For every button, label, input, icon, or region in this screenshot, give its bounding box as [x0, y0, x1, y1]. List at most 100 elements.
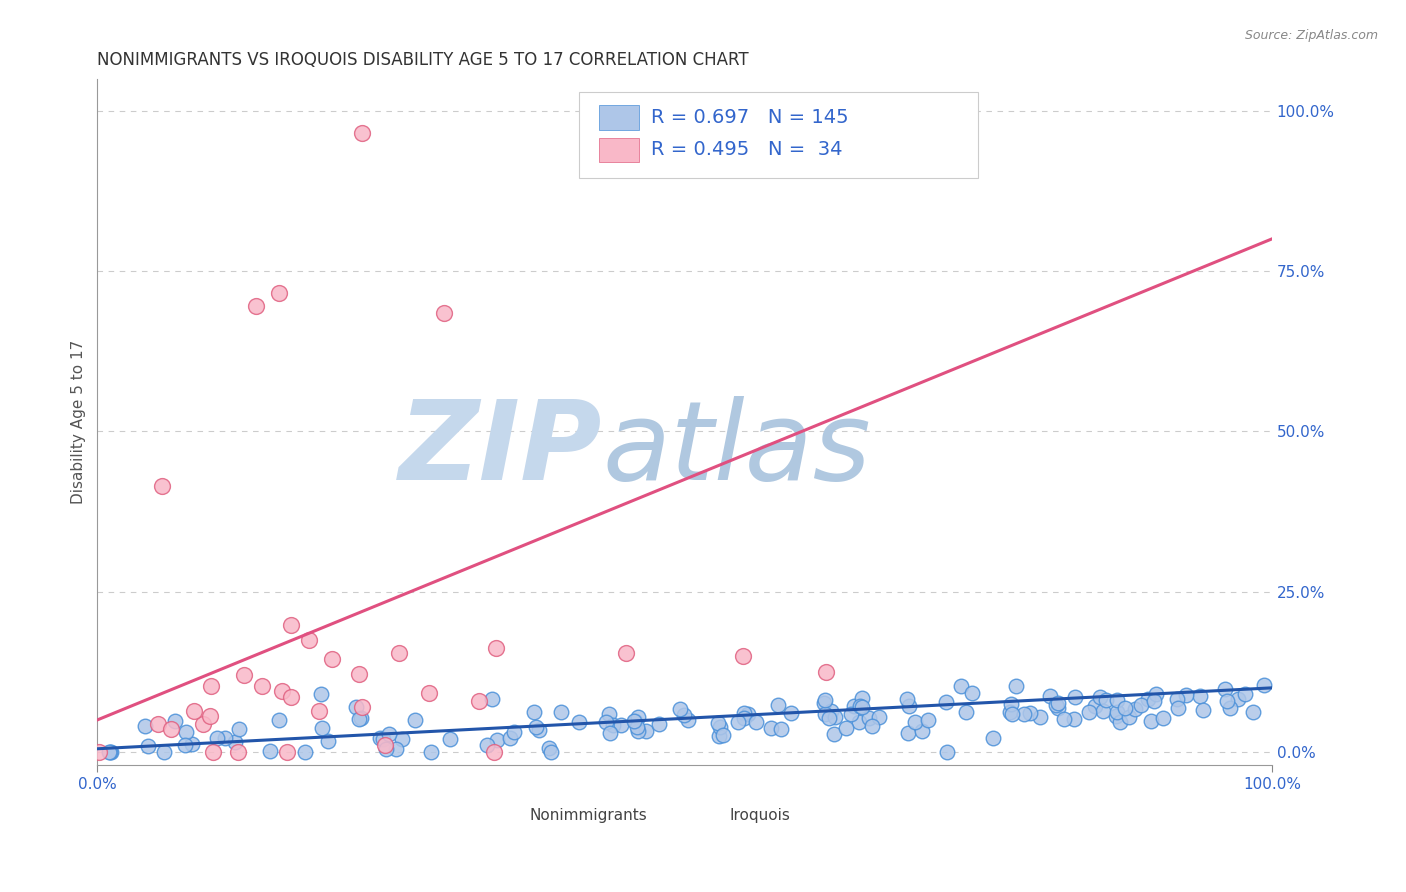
Point [1063, 712, 1085, 726]
Point [485, 733, 508, 747]
Text: R = 0.495   N =  34: R = 0.495 N = 34 [651, 140, 842, 160]
Point [181, 738, 204, 752]
Point [205, 731, 228, 745]
Point [711, 728, 734, 742]
Point [524, 720, 547, 734]
Text: Nonimmigrants: Nonimmigrants [530, 808, 647, 823]
Point [599, 725, 621, 739]
Point [1018, 706, 1040, 720]
Point [321, 652, 343, 666]
Point [1105, 705, 1128, 719]
Point [820, 704, 842, 718]
Point [98, 745, 121, 759]
Point [1167, 701, 1189, 715]
Text: NONIMMIGRANTS VS IROQUOIS DISABILITY AGE 5 TO 17 CORRELATION CHART: NONIMMIGRANTS VS IROQUOIS DISABILITY AGE… [97, 51, 749, 69]
Point [498, 731, 520, 745]
Point [1005, 679, 1028, 693]
Point [1108, 715, 1130, 730]
Point [200, 679, 222, 693]
Y-axis label: Disability Age 5 to 17: Disability Age 5 to 17 [72, 340, 86, 504]
Point [824, 710, 846, 724]
Point [201, 745, 224, 759]
Point [163, 714, 186, 728]
Point [224, 735, 246, 749]
Point [707, 715, 730, 730]
Point [146, 717, 169, 731]
Point [391, 731, 413, 746]
Point [668, 702, 690, 716]
Point [1000, 697, 1022, 711]
Point [368, 731, 391, 746]
Point [626, 719, 648, 733]
Point [350, 711, 373, 725]
Point [378, 727, 401, 741]
Point [627, 723, 650, 738]
Point [935, 695, 957, 709]
Point [419, 745, 441, 759]
Point [503, 725, 526, 739]
Point [623, 714, 645, 728]
Point [1215, 682, 1237, 697]
Point [1029, 710, 1052, 724]
Point [482, 745, 505, 759]
Point [174, 724, 197, 739]
Point [1143, 694, 1166, 708]
Point [595, 714, 617, 729]
Point [766, 698, 789, 712]
Point [537, 740, 560, 755]
Point [388, 647, 411, 661]
Point [404, 714, 426, 728]
Text: ZIP: ZIP [399, 396, 602, 502]
Point [844, 698, 866, 713]
Point [309, 687, 332, 701]
Point [737, 706, 759, 721]
Point [1088, 690, 1111, 704]
Point [350, 126, 373, 140]
Point [759, 721, 782, 735]
Point [636, 724, 658, 739]
Point [709, 721, 731, 735]
Point [385, 742, 408, 756]
Point [814, 707, 837, 722]
Point [1241, 706, 1264, 720]
Point [897, 726, 920, 740]
Point [529, 723, 551, 737]
Point [834, 721, 856, 735]
Point [250, 679, 273, 693]
Point [233, 668, 256, 682]
Point [849, 699, 872, 714]
Text: R = 0.697   N = 145: R = 0.697 N = 145 [651, 108, 848, 128]
Point [98, 745, 121, 759]
Point [745, 715, 768, 730]
Point [226, 745, 249, 759]
Point [439, 732, 461, 747]
Point [814, 665, 837, 679]
Point [160, 722, 183, 736]
Point [200, 709, 222, 723]
Point [136, 739, 159, 753]
Point [955, 705, 977, 719]
Point [485, 640, 508, 655]
Point [897, 698, 920, 713]
FancyBboxPatch shape [695, 806, 724, 826]
Point [1012, 706, 1035, 721]
Point [860, 718, 883, 732]
Point [214, 731, 236, 745]
Point [134, 719, 156, 733]
Point [1137, 692, 1160, 706]
Point [550, 706, 572, 720]
Point [780, 706, 803, 720]
Point [727, 714, 749, 729]
Point [481, 692, 503, 706]
Point [418, 686, 440, 700]
Point [1219, 700, 1241, 714]
Point [1000, 705, 1022, 719]
Point [1046, 700, 1069, 714]
Point [1189, 689, 1212, 703]
Point [1144, 687, 1167, 701]
Point [709, 729, 731, 743]
Point [733, 706, 755, 721]
Point [150, 479, 173, 493]
Point [848, 715, 870, 730]
Text: Source: ZipAtlas.com: Source: ZipAtlas.com [1244, 29, 1378, 42]
